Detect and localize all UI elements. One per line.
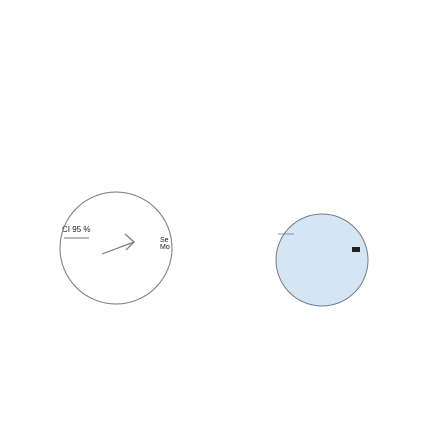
pie-filled: [275, 213, 369, 307]
arrow-icon: [101, 233, 136, 255]
pie-slice: [275, 213, 369, 307]
pie-ring: [59, 191, 173, 305]
marker-label: Mo: [160, 244, 170, 251]
marker-label: Se: [160, 237, 169, 244]
panel-2: [275, 213, 369, 307]
arrow-head: [125, 241, 135, 251]
ci-label: CI 95 %: [62, 225, 90, 234]
legend-swatch: [352, 247, 360, 252]
pie-slice: [59, 191, 173, 305]
